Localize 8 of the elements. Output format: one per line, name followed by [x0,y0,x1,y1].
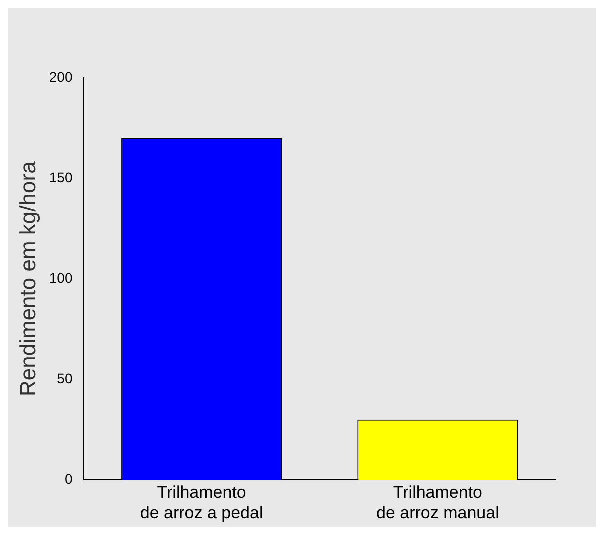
x-tick-label: Trilhamento de arroz manual [376,483,500,522]
x-tick-label: Trilhamento de arroz a pedal [140,483,264,522]
y-tick-label: 200 [49,68,73,85]
y-tick-label: 100 [49,270,73,286]
y-tick-label: 150 [49,169,73,186]
y-tick-label: 50 [57,370,73,387]
y-axis-title: Rendimento em kg/hora [15,160,40,396]
y-tick-label: 0 [64,471,73,488]
